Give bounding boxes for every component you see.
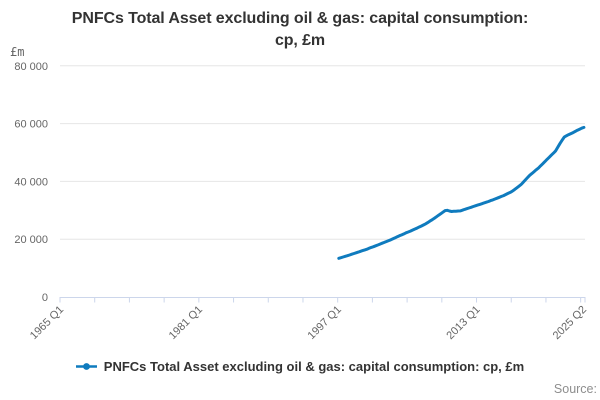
y-axis-unit-label: £m — [10, 45, 25, 59]
legend-label: PNFCs Total Asset excluding oil & gas: c… — [103, 359, 525, 374]
x-tick-label: 2025 Q2 — [551, 304, 589, 342]
source-label: Source: — [553, 382, 597, 396]
y-tick-label: 20 000 — [14, 234, 48, 246]
plot-area: 0 20 000 40 000 60 000 80 000 1965 Q1 1981 Q1 1… — [14, 61, 589, 342]
legend[interactable]: PNFCs Total Asset excluding oil & gas: c… — [0, 359, 600, 374]
y-tick-label: 60 000 — [14, 119, 48, 131]
x-tick-label: 1997 Q1 — [306, 304, 344, 342]
y-tick-label: 80 000 — [14, 61, 48, 73]
chart-title: PNFCs Total Asset excluding oil & gas: c… — [28, 8, 572, 52]
series-line[interactable] — [337, 125, 586, 260]
y-tick-label: 0 — [42, 292, 48, 304]
legend-line-marker-icon — [75, 363, 97, 370]
x-tick-label: 2013 Q1 — [444, 304, 482, 342]
chart-title-line1: PNFCs Total Asset excluding oil & gas: c… — [71, 10, 529, 27]
x-tick-label: 1981 Q1 — [167, 304, 205, 342]
y-tick-label: 40 000 — [14, 176, 48, 188]
x-tick-label: 1965 Q1 — [28, 304, 66, 342]
chart-title-line2: cp, £m — [274, 32, 326, 50]
